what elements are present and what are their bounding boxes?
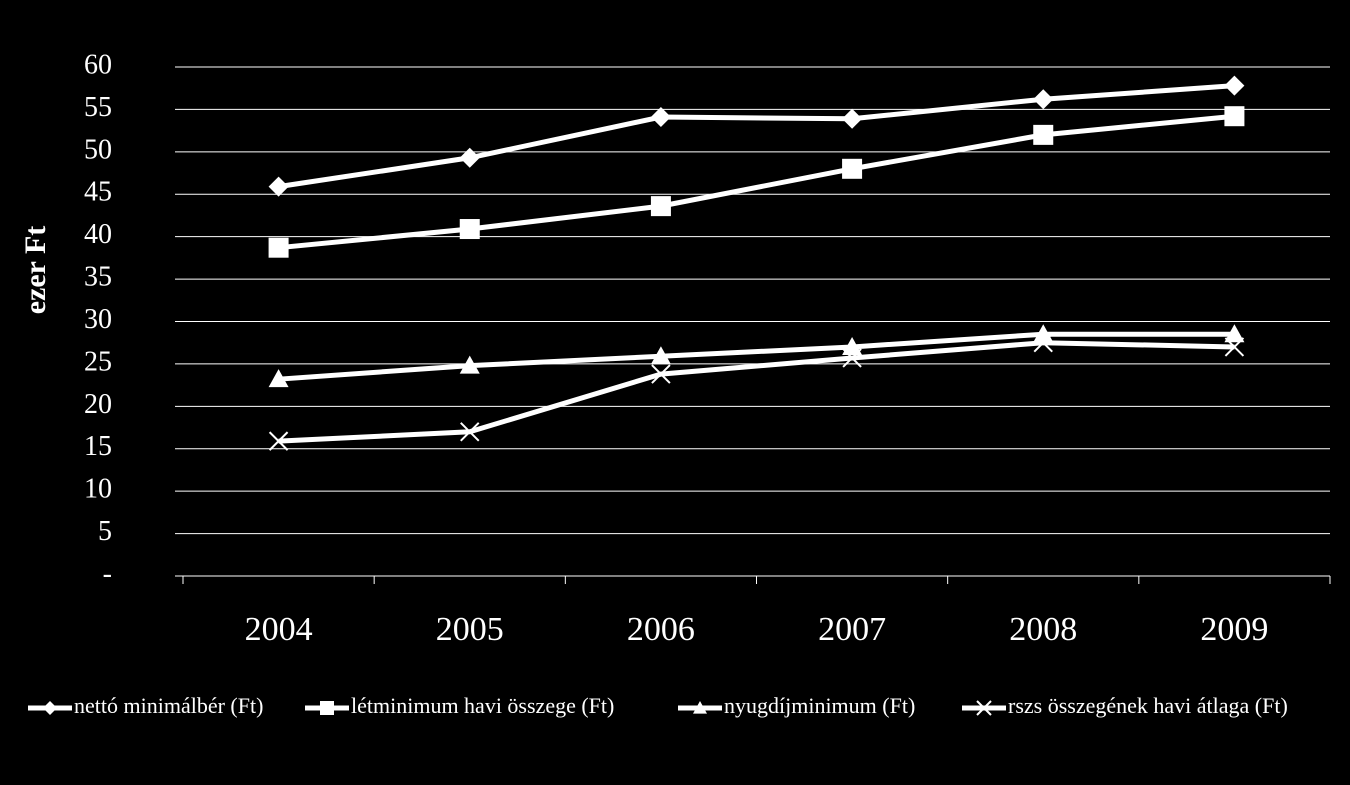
marker (650, 107, 671, 128)
y-tick-label: 5 (98, 516, 112, 547)
legend-label: nyugdíjminimum (Ft) (724, 693, 915, 718)
marker (268, 369, 289, 388)
y-tick-label: 40 (84, 219, 112, 250)
y-tick-label: 50 (84, 134, 112, 165)
marker (460, 422, 480, 442)
x-tick-label: 2008 (1009, 611, 1077, 648)
series-line (278, 83, 1235, 190)
y-tick-label: 60 (84, 49, 112, 80)
marker (650, 346, 671, 365)
marker (1033, 124, 1054, 145)
series-line (278, 331, 1235, 382)
y-tick-label: 10 (84, 474, 112, 505)
marker (459, 147, 480, 168)
y-tick-label: 15 (84, 431, 112, 462)
x-tick-label: 2006 (627, 611, 695, 648)
marker (651, 364, 671, 384)
marker (320, 701, 334, 715)
marker (650, 196, 671, 217)
marker (842, 348, 862, 368)
series-line (278, 340, 1235, 444)
y-tick-label: 55 (84, 92, 112, 123)
marker (693, 701, 707, 714)
marker (1033, 89, 1054, 110)
marker (459, 355, 480, 374)
marker (976, 700, 992, 716)
marker (1224, 75, 1245, 96)
x-tick-label: 2005 (436, 611, 504, 648)
legend-label: rszs összegének havi átlaga (Ft) (1008, 693, 1288, 718)
marker (842, 108, 863, 129)
marker (268, 176, 289, 197)
marker (842, 158, 863, 179)
y-tick-label: - (103, 558, 112, 589)
marker (842, 336, 863, 355)
y-tick-label: 30 (84, 304, 112, 335)
marker (43, 701, 57, 715)
marker (268, 431, 289, 451)
y-tick-label: 45 (84, 177, 112, 208)
legend-label: létminimum havi összege (Ft) (351, 693, 614, 718)
marker (268, 237, 289, 258)
series-line (278, 113, 1235, 251)
x-tick-label: 2007 (818, 611, 886, 648)
x-tick-label: 2004 (245, 611, 313, 648)
x-tick-label: 2009 (1200, 611, 1268, 648)
marker (1224, 106, 1245, 127)
marker (1224, 337, 1245, 357)
y-axis-title: ezer Ft (19, 226, 52, 315)
marker (1033, 333, 1053, 353)
marker (1224, 324, 1245, 343)
y-tick-label: 20 (84, 389, 112, 420)
y-tick-label: 25 (84, 346, 112, 377)
legend-label: nettó minimálbér (Ft) (74, 693, 263, 718)
marker (459, 219, 480, 240)
y-tick-label: 35 (84, 262, 112, 293)
